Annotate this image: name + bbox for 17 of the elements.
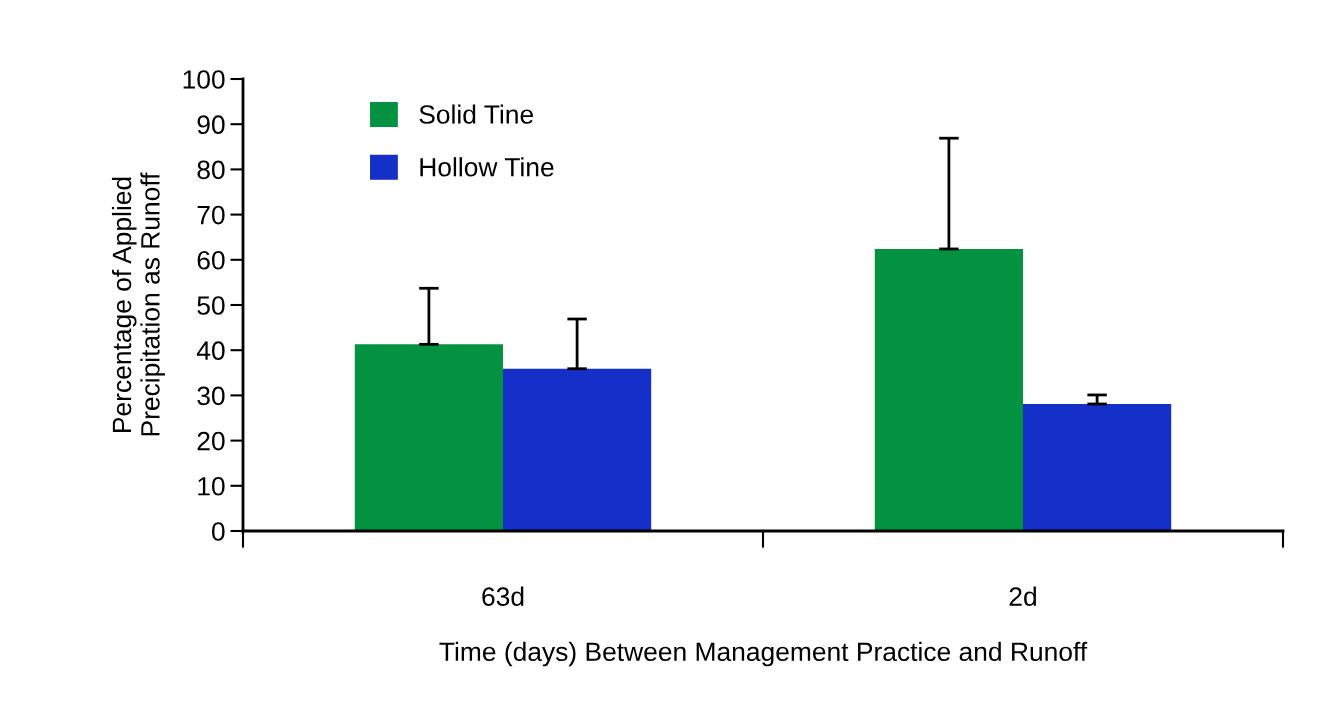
y-tick-label: 80 xyxy=(197,160,225,180)
x-tick-label: 2d xyxy=(1009,586,1036,606)
x-axis-title: Time (days) Between Management Practice and Runoff xyxy=(439,641,1088,667)
y-tick-label: 30 xyxy=(197,386,225,406)
y-tick-label: 40 xyxy=(196,341,225,361)
y-tick-label: 90 xyxy=(197,115,225,135)
x-tick-label: 63d xyxy=(482,586,524,606)
legend-label: Solid Tine xyxy=(419,104,533,124)
y-tick-label: 100 xyxy=(183,70,225,89)
y-tick-label: 0 xyxy=(212,522,225,541)
legend-label: Hollow Tine xyxy=(420,157,554,177)
y-tick-label: 70 xyxy=(197,205,225,225)
y-tick-label: 50 xyxy=(197,296,225,315)
y-tick-label: 10 xyxy=(198,476,225,496)
y-tick-label: 60 xyxy=(197,250,225,270)
y-tick-label: 20 xyxy=(197,431,225,451)
y-axis-title: Percentage of Applied Precipitation as Runoff xyxy=(111,172,165,436)
